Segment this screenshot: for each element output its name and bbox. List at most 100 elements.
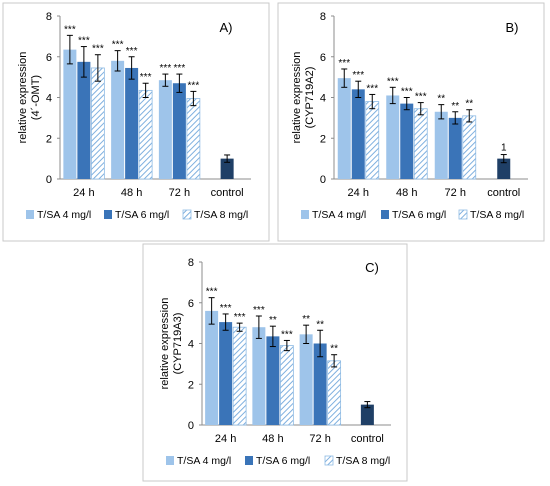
significance-label: *** (352, 70, 364, 81)
bar-3 (365, 101, 380, 180)
significance-label: ** (451, 101, 459, 112)
panel-title: A) (220, 20, 233, 35)
significance-label: *** (140, 72, 152, 83)
bar-3 (90, 67, 105, 180)
y-axis-sublabel: (CYP719A3) (172, 313, 184, 375)
x-tick-label: 48 h (396, 187, 417, 199)
bar-1 (299, 334, 313, 425)
bar-1 (386, 95, 400, 179)
legend-label-2: T/SA 6 mg/l (392, 209, 446, 221)
significance-label: ** (269, 315, 277, 326)
legend-swatch-1 (301, 210, 309, 219)
y-axis-sublabel: (CYP719A2) (304, 67, 316, 129)
bar-3 (462, 115, 477, 180)
legend-swatch-3 (324, 455, 334, 466)
y-tick-label: 8 (188, 257, 194, 269)
legend-swatch-2 (104, 210, 112, 219)
y-tick-label: 4 (46, 93, 52, 105)
y-tick-label: 4 (320, 93, 326, 105)
bar-3 (138, 89, 153, 180)
y-tick-label: 6 (320, 52, 326, 64)
significance-label: ** (330, 344, 338, 355)
bar-1 (337, 78, 351, 179)
significance-label: ** (302, 314, 310, 325)
significance-label: *** (188, 80, 200, 91)
control-bar (220, 158, 234, 179)
y-tick-label: 0 (46, 174, 52, 186)
significance-label: *** (387, 76, 399, 87)
bar-1 (205, 310, 219, 425)
legend-label-1: T/SA 4 mg/l (177, 455, 231, 467)
significance-label: *** (160, 63, 172, 74)
bar-1 (158, 80, 172, 179)
significance-label: *** (64, 24, 76, 35)
bar-1 (252, 327, 266, 425)
significance-label: ** (316, 319, 324, 330)
bar-3 (327, 360, 342, 426)
y-axis-label: relative expression (291, 52, 303, 144)
legend-label-2: T/SA 6 mg/l (256, 455, 310, 467)
legend-swatch-3 (458, 209, 468, 220)
y-tick-label: 8 (320, 11, 326, 23)
bar-2 (400, 103, 414, 179)
bar-2 (266, 336, 280, 425)
significance-label: *** (220, 303, 232, 314)
significance-label: *** (206, 287, 218, 298)
control-bar (360, 404, 374, 425)
legend-swatch-2 (381, 210, 389, 219)
x-tick-label: 24 h (215, 433, 236, 445)
legend-label-2: T/SA 6 mg/l (115, 209, 169, 221)
significance-label: *** (92, 44, 104, 55)
significance-label: *** (78, 36, 90, 47)
bar-3 (279, 345, 294, 426)
x-tick-label-control: control (211, 187, 244, 199)
y-tick-label: 2 (46, 133, 52, 145)
significance-label: *** (234, 312, 246, 323)
legend-swatch-2 (245, 456, 253, 465)
y-tick-label: 2 (188, 379, 194, 391)
bar-2 (77, 61, 91, 179)
bar-3 (413, 108, 428, 180)
legend-swatch-3 (182, 209, 192, 220)
x-tick-label-control: control (487, 187, 520, 199)
bar-3 (232, 326, 247, 426)
control-annotation: 1 (501, 143, 507, 154)
significance-label: ** (465, 99, 473, 110)
panel-title: B) (506, 20, 519, 35)
significance-label: *** (366, 83, 378, 94)
significance-label: *** (112, 40, 124, 51)
x-tick-label: 24 h (348, 187, 369, 199)
significance-label: *** (253, 305, 265, 316)
bar-2 (351, 89, 365, 179)
bar-2 (448, 117, 462, 179)
legend-swatch-1 (26, 210, 34, 219)
y-axis-label: relative expression (17, 52, 29, 144)
y-tick-label: 6 (188, 298, 194, 310)
significance-label: *** (126, 46, 138, 57)
y-tick-label: 0 (320, 174, 326, 186)
x-tick-label: 72 h (169, 187, 190, 199)
y-tick-label: 6 (46, 52, 52, 64)
x-tick-label: 72 h (445, 187, 466, 199)
x-tick-label: 72 h (309, 433, 330, 445)
bar-1 (111, 60, 125, 180)
legend-label-1: T/SA 4 mg/l (37, 209, 91, 221)
panel-title: C) (365, 260, 379, 275)
control-bar (497, 158, 511, 179)
bar-1 (434, 111, 448, 179)
y-axis-label: relative expression (159, 298, 171, 390)
legend-label-3: T/SA 8 mg/l (336, 455, 390, 467)
bar-3 (186, 98, 201, 180)
y-axis-sublabel: (4´-OMT) (30, 75, 42, 120)
y-tick-label: 2 (320, 133, 326, 145)
legend-label-1: T/SA 4 mg/l (312, 209, 366, 221)
x-tick-label: 24 h (73, 187, 94, 199)
y-tick-label: 8 (46, 11, 52, 23)
legend-swatch-1 (166, 456, 174, 465)
legend-label-3: T/SA 8 mg/l (194, 209, 248, 221)
significance-label: *** (174, 63, 186, 74)
